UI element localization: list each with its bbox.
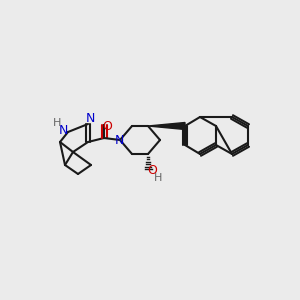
Text: H: H (53, 118, 61, 128)
Text: O: O (147, 164, 157, 178)
Text: H: H (154, 173, 162, 183)
Text: N: N (85, 112, 95, 125)
Text: N: N (58, 124, 68, 136)
Text: N: N (114, 134, 124, 146)
Text: O: O (102, 119, 112, 133)
Polygon shape (148, 122, 185, 130)
